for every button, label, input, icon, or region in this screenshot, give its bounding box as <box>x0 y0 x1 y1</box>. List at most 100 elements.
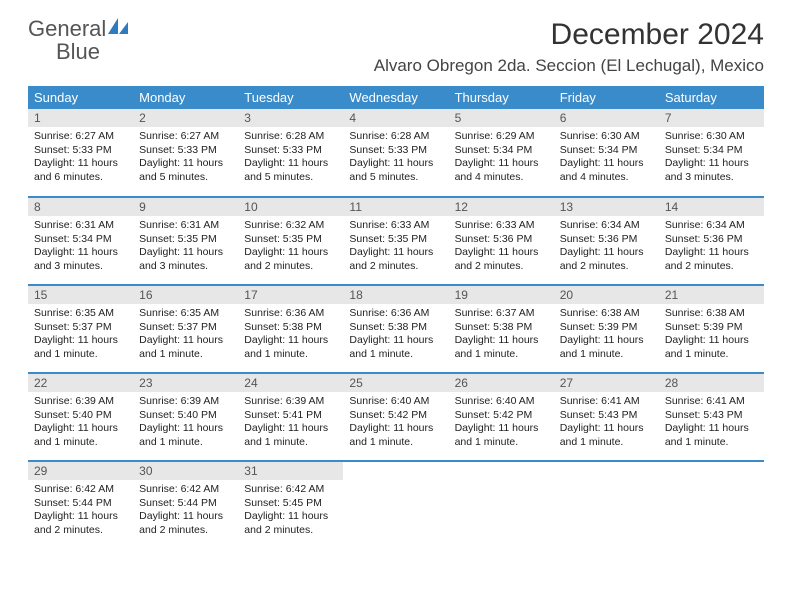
calendar-day-cell: 7Sunrise: 6:30 AMSunset: 5:34 PMDaylight… <box>659 109 764 197</box>
daylight-line: Daylight: 11 hours and 4 minutes. <box>560 157 653 184</box>
day-number: 25 <box>343 374 448 392</box>
day-details: Sunrise: 6:35 AMSunset: 5:37 PMDaylight:… <box>133 304 238 368</box>
day-number: 17 <box>238 286 343 304</box>
day-number: 14 <box>659 198 764 216</box>
weekday-header: Wednesday <box>343 86 448 109</box>
day-details: Sunrise: 6:39 AMSunset: 5:40 PMDaylight:… <box>133 392 238 456</box>
calendar-day-cell: 25Sunrise: 6:40 AMSunset: 5:42 PMDayligh… <box>343 373 448 461</box>
day-number: 23 <box>133 374 238 392</box>
calendar-day-cell: 17Sunrise: 6:36 AMSunset: 5:38 PMDayligh… <box>238 285 343 373</box>
calendar-day-cell: 31Sunrise: 6:42 AMSunset: 5:45 PMDayligh… <box>238 461 343 549</box>
sunset-line: Sunset: 5:36 PM <box>560 233 653 247</box>
daylight-line: Daylight: 11 hours and 3 minutes. <box>139 246 232 273</box>
calendar-day-cell: 3Sunrise: 6:28 AMSunset: 5:33 PMDaylight… <box>238 109 343 197</box>
daylight-line: Daylight: 11 hours and 1 minute. <box>139 334 232 361</box>
sunrise-line: Sunrise: 6:37 AM <box>455 307 548 321</box>
calendar-day-cell: 4Sunrise: 6:28 AMSunset: 5:33 PMDaylight… <box>343 109 448 197</box>
sunrise-line: Sunrise: 6:28 AM <box>349 130 442 144</box>
calendar-day-cell: 21Sunrise: 6:38 AMSunset: 5:39 PMDayligh… <box>659 285 764 373</box>
sunset-line: Sunset: 5:38 PM <box>244 321 337 335</box>
day-details: Sunrise: 6:39 AMSunset: 5:41 PMDaylight:… <box>238 392 343 456</box>
day-details: Sunrise: 6:29 AMSunset: 5:34 PMDaylight:… <box>449 127 554 191</box>
weekday-header: Tuesday <box>238 86 343 109</box>
daylight-line: Daylight: 11 hours and 4 minutes. <box>455 157 548 184</box>
sunrise-line: Sunrise: 6:27 AM <box>139 130 232 144</box>
sunset-line: Sunset: 5:43 PM <box>665 409 758 423</box>
sunrise-line: Sunrise: 6:40 AM <box>455 395 548 409</box>
daylight-line: Daylight: 11 hours and 5 minutes. <box>349 157 442 184</box>
day-details: Sunrise: 6:37 AMSunset: 5:38 PMDaylight:… <box>449 304 554 368</box>
sunset-line: Sunset: 5:33 PM <box>34 144 127 158</box>
daylight-line: Daylight: 11 hours and 1 minute. <box>455 422 548 449</box>
day-details: Sunrise: 6:33 AMSunset: 5:36 PMDaylight:… <box>449 216 554 280</box>
daylight-line: Daylight: 11 hours and 2 minutes. <box>665 246 758 273</box>
day-details: Sunrise: 6:42 AMSunset: 5:44 PMDaylight:… <box>133 480 238 544</box>
brand-word1: General <box>28 16 106 41</box>
daylight-line: Daylight: 11 hours and 2 minutes. <box>560 246 653 273</box>
calendar-day-cell: 22Sunrise: 6:39 AMSunset: 5:40 PMDayligh… <box>28 373 133 461</box>
calendar-week-row: 1Sunrise: 6:27 AMSunset: 5:33 PMDaylight… <box>28 109 764 197</box>
day-details: Sunrise: 6:30 AMSunset: 5:34 PMDaylight:… <box>659 127 764 191</box>
day-number: 10 <box>238 198 343 216</box>
day-number: 21 <box>659 286 764 304</box>
sunrise-line: Sunrise: 6:41 AM <box>560 395 653 409</box>
daylight-line: Daylight: 11 hours and 2 minutes. <box>34 510 127 537</box>
calendar-day-cell: 28Sunrise: 6:41 AMSunset: 5:43 PMDayligh… <box>659 373 764 461</box>
calendar-day-cell: 20Sunrise: 6:38 AMSunset: 5:39 PMDayligh… <box>554 285 659 373</box>
day-details: Sunrise: 6:30 AMSunset: 5:34 PMDaylight:… <box>554 127 659 191</box>
calendar-day-cell <box>343 461 448 549</box>
sunrise-line: Sunrise: 6:39 AM <box>34 395 127 409</box>
sunrise-line: Sunrise: 6:38 AM <box>560 307 653 321</box>
sunrise-line: Sunrise: 6:36 AM <box>349 307 442 321</box>
day-number: 20 <box>554 286 659 304</box>
month-title: December 2024 <box>374 18 764 52</box>
calendar-day-cell: 12Sunrise: 6:33 AMSunset: 5:36 PMDayligh… <box>449 197 554 285</box>
brand-sail-icon <box>108 23 130 40</box>
day-details: Sunrise: 6:42 AMSunset: 5:45 PMDaylight:… <box>238 480 343 544</box>
calendar-day-cell: 29Sunrise: 6:42 AMSunset: 5:44 PMDayligh… <box>28 461 133 549</box>
day-number: 12 <box>449 198 554 216</box>
sunrise-line: Sunrise: 6:33 AM <box>455 219 548 233</box>
sunset-line: Sunset: 5:33 PM <box>244 144 337 158</box>
calendar-day-cell: 8Sunrise: 6:31 AMSunset: 5:34 PMDaylight… <box>28 197 133 285</box>
calendar-table: Sunday Monday Tuesday Wednesday Thursday… <box>28 86 764 549</box>
day-number: 11 <box>343 198 448 216</box>
day-number: 28 <box>659 374 764 392</box>
day-number: 27 <box>554 374 659 392</box>
sunrise-line: Sunrise: 6:33 AM <box>349 219 442 233</box>
daylight-line: Daylight: 11 hours and 1 minute. <box>34 422 127 449</box>
day-details: Sunrise: 6:40 AMSunset: 5:42 PMDaylight:… <box>449 392 554 456</box>
calendar-day-cell: 23Sunrise: 6:39 AMSunset: 5:40 PMDayligh… <box>133 373 238 461</box>
location-subtitle: Alvaro Obregon 2da. Seccion (El Lechugal… <box>374 56 764 76</box>
daylight-line: Daylight: 11 hours and 1 minute. <box>349 334 442 361</box>
day-number: 30 <box>133 462 238 480</box>
sunrise-line: Sunrise: 6:28 AM <box>244 130 337 144</box>
sunset-line: Sunset: 5:41 PM <box>244 409 337 423</box>
sunset-line: Sunset: 5:34 PM <box>455 144 548 158</box>
daylight-line: Daylight: 11 hours and 1 minute. <box>244 334 337 361</box>
daylight-line: Daylight: 11 hours and 5 minutes. <box>139 157 232 184</box>
calendar-day-cell: 15Sunrise: 6:35 AMSunset: 5:37 PMDayligh… <box>28 285 133 373</box>
day-number: 1 <box>28 109 133 127</box>
sunrise-line: Sunrise: 6:32 AM <box>244 219 337 233</box>
daylight-line: Daylight: 11 hours and 1 minute. <box>455 334 548 361</box>
sunset-line: Sunset: 5:34 PM <box>665 144 758 158</box>
sunset-line: Sunset: 5:36 PM <box>665 233 758 247</box>
daylight-line: Daylight: 11 hours and 6 minutes. <box>34 157 127 184</box>
day-number: 18 <box>343 286 448 304</box>
day-number: 8 <box>28 198 133 216</box>
day-details: Sunrise: 6:35 AMSunset: 5:37 PMDaylight:… <box>28 304 133 368</box>
day-details: Sunrise: 6:32 AMSunset: 5:35 PMDaylight:… <box>238 216 343 280</box>
sunset-line: Sunset: 5:38 PM <box>455 321 548 335</box>
sunset-line: Sunset: 5:34 PM <box>34 233 127 247</box>
daylight-line: Daylight: 11 hours and 1 minute. <box>139 422 232 449</box>
day-number: 22 <box>28 374 133 392</box>
daylight-line: Daylight: 11 hours and 1 minute. <box>560 334 653 361</box>
sunrise-line: Sunrise: 6:39 AM <box>244 395 337 409</box>
sunset-line: Sunset: 5:35 PM <box>349 233 442 247</box>
calendar-day-cell <box>449 461 554 549</box>
sunset-line: Sunset: 5:40 PM <box>139 409 232 423</box>
sunset-line: Sunset: 5:34 PM <box>560 144 653 158</box>
brand-logo: General Blue <box>28 18 130 64</box>
calendar-week-row: 8Sunrise: 6:31 AMSunset: 5:34 PMDaylight… <box>28 197 764 285</box>
